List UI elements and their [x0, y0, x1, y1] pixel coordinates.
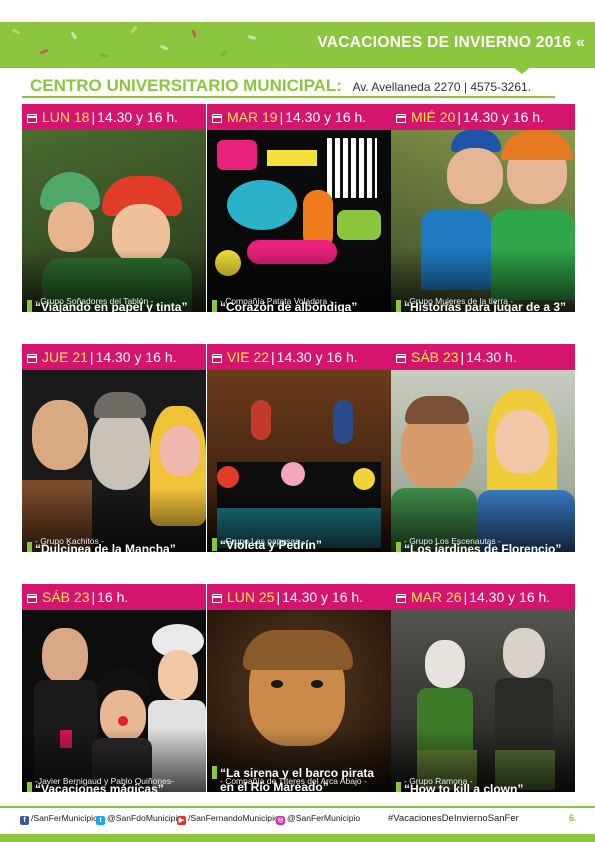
event-day: JUE 21 — [42, 349, 88, 365]
event-date-bar: VIE 22 | 14.30 y 16 h. — [207, 344, 391, 370]
event-time: 14.30 y 16 h. — [285, 109, 367, 125]
event-date-bar: MAR 26 | 14.30 y 16 h. — [391, 584, 575, 610]
event-title: “Los jardines de Florencio” — [404, 542, 562, 552]
event-time: 14.30 y 16 h. — [95, 349, 177, 365]
event-date-bar: SÁB 23 | 16 h. — [22, 584, 206, 610]
venue: CENTRO UNIVERSITARIO MUNICIPAL: Av. Avel… — [30, 76, 531, 96]
calendar-icon — [396, 354, 406, 363]
page-number: 6. — [569, 813, 577, 823]
event-photo: “How to kill a clown” - Grupo Ramona - — [391, 610, 575, 792]
facebook-icon: f — [20, 816, 29, 825]
footer-twitter[interactable]: t @SanFdoMunicipio — [96, 813, 182, 825]
event-title: “Corazón de albóndiga” — [220, 300, 358, 312]
event-time: 14.30 y 16 h. — [282, 589, 364, 605]
event-time: 14.30 y 16 h. — [276, 349, 358, 365]
event-date-bar: LUN 25 | 14.30 y 16 h. — [207, 584, 391, 610]
event-photo: “Dulcinea de la Mancha” - Grupo Kachitos… — [22, 370, 206, 552]
event-title: “Violeta y Pedrín” — [220, 538, 322, 552]
venue-underline — [22, 96, 555, 98]
event-title: “Dulcinea de la Mancha” — [35, 542, 176, 552]
event-title: “La sirena y el barco pirata en el Río M… — [220, 766, 375, 792]
calendar-icon — [27, 594, 37, 603]
page-title: VACACIONES DE INVIERNO 2016 « — [317, 34, 585, 51]
footer-youtube[interactable]: ▶/SanFernandoMunicipio — [177, 813, 279, 825]
event-photo: “Corazón de albóndiga” - Compañía Patata… — [207, 130, 391, 312]
event-time: 14.30 y 16 h. — [97, 109, 179, 125]
event-card-mar-26: MAR 26 | 14.30 y 16 h. “How to kill a clow… — [391, 584, 575, 792]
calendar-icon — [396, 594, 406, 603]
calendar-icon — [212, 354, 222, 363]
event-day: LUN 18 — [42, 109, 90, 125]
event-photo: “Historias para jugar de a 3” - Grupo Mu… — [391, 130, 575, 312]
event-card-vie-22: VIE 22 | 14.30 y 16 h. “Violeta y Pedrín” … — [207, 344, 391, 552]
bottom-bar — [0, 834, 595, 842]
youtube-icon: ▶ — [177, 816, 186, 825]
event-date-bar: MAR 19 | 14.30 y 16 h. — [207, 104, 391, 130]
banner-notch — [512, 66, 532, 74]
event-card-lun-18: LUN 18 | 14.30 y 16 h. “Viajando en papel … — [22, 104, 206, 312]
event-group: - Grupo Kachitos - — [35, 536, 104, 546]
event-time: 14.30 h. — [466, 349, 517, 365]
event-day: VIE 22 — [227, 349, 270, 365]
footer-facebook[interactable]: f/SanFerMunicipio — [20, 813, 98, 825]
event-time: 14.30 y 16 h. — [463, 109, 544, 125]
event-photo: “La sirena y el barco pirata en el Río M… — [207, 610, 391, 792]
event-day: MAR 26 — [411, 589, 462, 605]
event-title: “Historias para jugar de a 3” — [404, 300, 567, 312]
event-time: 14.30 y 16 h. — [469, 589, 551, 605]
footer-hashtag: #VacacionesDeInviernoSanFer — [388, 813, 519, 824]
event-photo: “Los jardines de Florencio” - Grupo Los … — [391, 370, 575, 552]
event-group: - Grupo Soñadores del Tablón - — [35, 296, 154, 306]
event-group: - Compañía de Títeres del Arca Abajo - — [220, 776, 367, 786]
calendar-icon — [27, 114, 37, 123]
twitter-handle: @SanFdoMunicipio — [107, 813, 183, 823]
twitter-icon: t — [96, 816, 105, 825]
event-group: - Grupo Las papusas - — [220, 536, 305, 546]
header-banner — [0, 22, 595, 68]
event-time: 16 h. — [97, 589, 129, 605]
event-group: - Grupo Mujeres de la tierra - — [404, 296, 514, 306]
facebook-handle: /SanFerMunicipio — [31, 813, 98, 823]
event-card-mar-19: MAR 19 | 14.30 y 16 h. “Corazón de albóndi… — [207, 104, 391, 312]
event-title: “How to kill a clown” — [404, 782, 524, 792]
event-title: “Vacaciones mágicas” — [35, 782, 164, 792]
event-card-mie-20: MIÉ 20 | 14.30 y 16 h. “Historias para jug… — [391, 104, 575, 312]
event-group: -Javier Bernigaud y Pablo Quiñones- — [35, 776, 174, 786]
venue-name: CENTRO UNIVERSITARIO MUNICIPAL: — [30, 76, 342, 95]
event-day: LUN 25 — [227, 589, 275, 605]
event-card-jue-21: JUE 21 | 14.30 y 16 h. “Dulcinea de la Man… — [22, 344, 206, 552]
footer-divider — [0, 806, 595, 808]
event-day: SÁB 23 — [42, 589, 90, 605]
event-day: MIÉ 20 — [411, 109, 456, 125]
event-card-lun-25: LUN 25 | 14.30 y 16 h. “La sirena y el bar… — [207, 584, 391, 792]
instagram-handle: @SanFerMunicipio — [287, 813, 361, 823]
youtube-handle: /SanFernandoMunicipio — [188, 813, 279, 823]
calendar-icon — [396, 114, 406, 123]
event-day: MAR 19 — [227, 109, 278, 125]
event-card-sab-23-b: SÁB 23 | 16 h. “Vacaciones mágicas” -Javie… — [22, 584, 206, 792]
event-date-bar: MIÉ 20 | 14.30 y 16 h. — [391, 104, 575, 130]
footer-instagram[interactable]: ◎ @SanFerMunicipio — [276, 813, 360, 825]
event-day: SÁB 23 — [411, 349, 459, 365]
instagram-icon: ◎ — [276, 816, 285, 825]
event-date-bar: JUE 21 | 14.30 y 16 h. — [22, 344, 206, 370]
event-date-bar: LUN 18 | 14.30 y 16 h. — [22, 104, 206, 130]
event-card-sab-23-a: SÁB 23 | 14.30 h. “Los jardines de Florenc… — [391, 344, 575, 552]
calendar-icon — [27, 354, 37, 363]
event-photo: “Vacaciones mágicas” -Javier Bernigaud y… — [22, 610, 206, 792]
event-date-bar: SÁB 23 | 14.30 h. — [391, 344, 575, 370]
event-title: “Viajando en papel y tinta” — [35, 300, 188, 312]
calendar-icon — [212, 114, 222, 123]
event-photo: “Violeta y Pedrín” - Grupo Las papusas - — [207, 370, 391, 552]
event-group: - Compañía Patata Voladora - — [220, 296, 333, 306]
event-photo: “Viajando en papel y tinta” - Grupo Soña… — [22, 130, 206, 312]
calendar-icon — [212, 594, 222, 603]
event-group: - Grupo Los Escenautas - — [404, 536, 501, 546]
event-group: - Grupo Ramona - — [404, 776, 473, 786]
venue-address: Av. Avellaneda 2270 | 4575-3261. — [352, 80, 532, 94]
